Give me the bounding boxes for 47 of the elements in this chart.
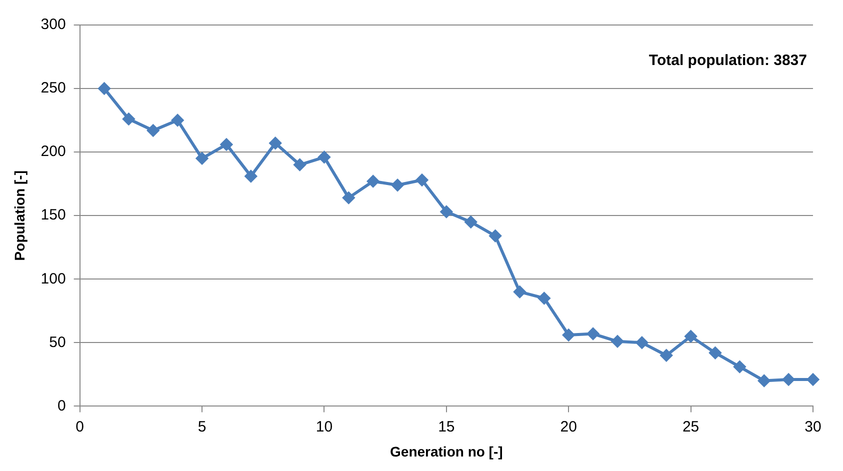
point [294,158,306,171]
point [220,138,232,150]
y-tick-label: 250 [40,80,66,97]
x-tick-label: 15 [438,418,455,436]
point [538,292,550,304]
y-tick-label: 200 [40,143,66,160]
point [636,336,648,349]
x-tick-label: 20 [560,418,577,436]
y-axis-title: Population [-] [11,170,28,261]
y-tick-label: 300 [40,16,66,34]
point [244,170,257,182]
point [734,360,746,373]
x-tick-label: 25 [682,418,700,436]
y-tick-label: 100 [40,270,66,288]
point [147,124,160,136]
point [489,230,502,242]
point [611,335,624,348]
point [464,216,477,228]
y-tick-label: 150 [40,206,66,224]
point [758,374,770,387]
point [342,192,355,204]
y-tick-label: 0 [57,397,66,414]
point [98,82,110,95]
point [660,349,672,362]
x-tick-label: 0 [76,418,84,436]
x-tick-label: 30 [804,418,822,436]
point [367,175,380,188]
point [122,113,135,126]
point [269,137,282,150]
point [807,374,819,386]
point [172,114,184,126]
point [782,374,795,386]
x-tick-label: 5 [198,418,206,436]
point [318,151,330,164]
point [440,206,452,218]
point [709,346,722,359]
point [392,179,404,192]
point [562,329,575,342]
annotation: Total population: 3837 [648,52,807,70]
point [684,330,697,342]
x-axis-title: Generation no [-] [390,443,503,460]
point [196,152,208,164]
y-tick-label: 50 [49,334,66,351]
x-tick-label: 10 [316,418,333,436]
point [587,328,600,340]
point [514,286,526,298]
point [416,174,428,186]
